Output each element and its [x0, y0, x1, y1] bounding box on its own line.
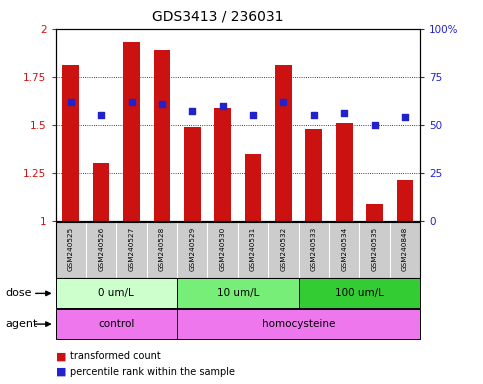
Bar: [116, 222, 147, 278]
Bar: [390, 222, 420, 278]
Bar: [177, 222, 208, 278]
Bar: [123, 42, 140, 221]
Text: 0 um/L: 0 um/L: [99, 288, 134, 298]
Text: GSM240528: GSM240528: [159, 227, 165, 271]
Point: [188, 108, 196, 114]
Point: [128, 99, 135, 105]
Text: ■: ■: [56, 351, 66, 361]
Bar: [359, 222, 390, 278]
Text: GSM240534: GSM240534: [341, 227, 347, 271]
Point: [67, 99, 74, 105]
Bar: [86, 222, 116, 278]
Text: GSM240532: GSM240532: [281, 227, 286, 271]
Bar: [305, 129, 322, 221]
Bar: [298, 278, 420, 308]
Bar: [62, 65, 79, 221]
Text: agent: agent: [6, 319, 38, 329]
Text: percentile rank within the sample: percentile rank within the sample: [70, 367, 235, 377]
Bar: [154, 50, 170, 221]
Point: [401, 114, 409, 120]
Bar: [268, 222, 298, 278]
Text: GSM240848: GSM240848: [402, 227, 408, 271]
Text: control: control: [98, 319, 134, 329]
Text: GDS3413 / 236031: GDS3413 / 236031: [152, 10, 283, 23]
Text: GSM240530: GSM240530: [220, 227, 226, 271]
Bar: [336, 123, 353, 221]
Point: [97, 112, 105, 118]
Bar: [245, 154, 261, 221]
Bar: [275, 65, 292, 221]
Bar: [208, 222, 238, 278]
Bar: [366, 204, 383, 221]
Text: 10 um/L: 10 um/L: [217, 288, 259, 298]
Text: GSM240529: GSM240529: [189, 227, 195, 271]
Text: GSM240533: GSM240533: [311, 227, 317, 271]
Text: ■: ■: [56, 367, 66, 377]
Bar: [56, 309, 177, 339]
Bar: [298, 222, 329, 278]
Bar: [56, 222, 86, 278]
Bar: [56, 278, 177, 308]
Text: transformed count: transformed count: [70, 351, 161, 361]
Text: GSM240535: GSM240535: [371, 227, 378, 271]
Bar: [214, 108, 231, 221]
Text: GSM240525: GSM240525: [68, 227, 74, 271]
Point: [371, 122, 379, 128]
Bar: [177, 309, 420, 339]
Text: GSM240531: GSM240531: [250, 227, 256, 271]
Point: [341, 110, 348, 116]
Point: [249, 112, 257, 118]
Point: [158, 101, 166, 107]
Text: homocysteine: homocysteine: [262, 319, 335, 329]
Bar: [329, 222, 359, 278]
Bar: [177, 278, 298, 308]
Bar: [397, 180, 413, 221]
Point: [310, 112, 318, 118]
Text: GSM240526: GSM240526: [98, 227, 104, 271]
Bar: [93, 163, 110, 221]
Text: dose: dose: [6, 288, 32, 298]
Bar: [147, 222, 177, 278]
Point: [219, 103, 227, 109]
Bar: [238, 222, 268, 278]
Point: [280, 99, 287, 105]
Text: GSM240527: GSM240527: [128, 227, 135, 271]
Bar: [184, 127, 200, 221]
Text: 100 um/L: 100 um/L: [335, 288, 384, 298]
